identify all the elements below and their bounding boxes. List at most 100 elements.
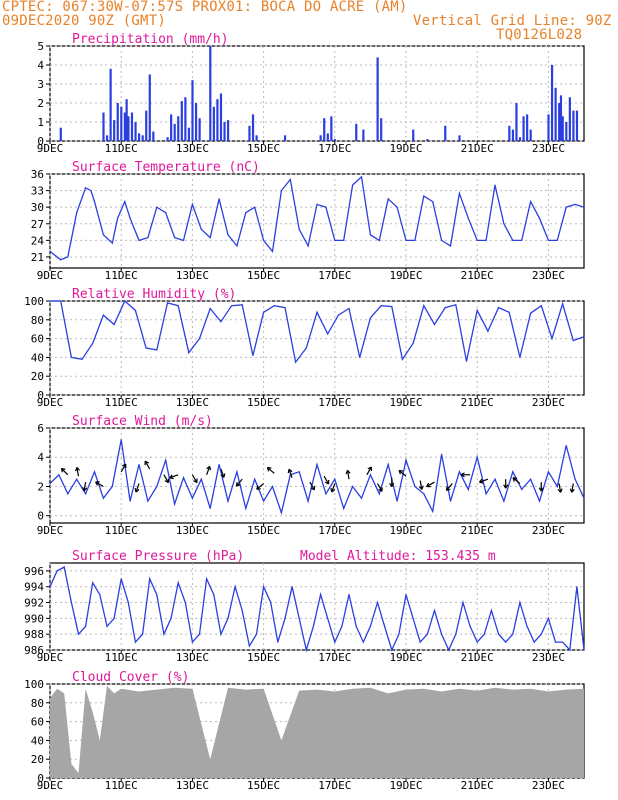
data-point	[92, 342, 94, 344]
data-point	[81, 358, 83, 360]
panel-title: Relative Humidity (%)	[72, 287, 236, 302]
data-point	[76, 478, 78, 480]
wind-arrow-head	[60, 467, 66, 473]
data-point	[141, 633, 144, 635]
y-tick-label: 0	[37, 772, 44, 785]
precip-bar	[219, 93, 223, 141]
data-point	[458, 192, 460, 194]
data-point	[455, 633, 457, 635]
precip-bar	[362, 129, 365, 141]
data-point	[129, 500, 131, 502]
data-point	[102, 234, 104, 236]
data-point	[325, 493, 327, 495]
data-point	[352, 485, 354, 488]
data-point	[230, 305, 233, 307]
data-point	[485, 493, 487, 495]
data-point	[426, 633, 428, 635]
data-point	[60, 259, 62, 261]
wind-arrow-head	[324, 480, 330, 485]
data-point	[182, 239, 185, 241]
data-point	[369, 474, 371, 476]
data-point	[124, 300, 126, 302]
precip-bar	[113, 120, 116, 141]
data-point	[49, 482, 51, 485]
wind-arrow-head	[503, 484, 509, 489]
wind-arrow-head	[378, 487, 383, 492]
data-point	[263, 311, 265, 313]
y-tick-label: 986	[24, 644, 44, 657]
data-point	[572, 339, 574, 342]
wind-arrow	[76, 467, 80, 477]
data-point	[236, 245, 238, 247]
y-tick-label: 40	[31, 351, 44, 364]
wind-arrow-head	[310, 485, 316, 491]
x-tick-label: 21DEC	[461, 396, 494, 409]
data-point	[494, 184, 496, 186]
data-point	[423, 493, 425, 495]
data-point	[227, 500, 229, 502]
data-point	[177, 305, 179, 307]
data-point	[298, 471, 300, 473]
data-point	[348, 594, 350, 596]
precip-bar	[141, 135, 144, 141]
chart-run-date: 09DEC2020 90Z (GMT)	[2, 13, 166, 29]
x-tick-label: 15DEC	[247, 524, 280, 537]
wind-arrow	[398, 469, 407, 477]
data-point	[369, 234, 371, 236]
y-tick-label: 996	[24, 565, 44, 578]
data-point	[254, 478, 256, 480]
data-point	[316, 311, 318, 313]
data-point	[441, 633, 443, 635]
precip-bar	[209, 46, 212, 141]
data-point	[111, 242, 113, 244]
data-point	[170, 617, 172, 619]
x-tick-label: 21DEC	[461, 142, 494, 155]
precip-bar	[559, 95, 563, 141]
data-point	[166, 302, 169, 304]
panel-title: Surface Temperature (nC)	[72, 160, 260, 175]
data-point	[49, 586, 51, 588]
y-tick-label: 0	[37, 135, 44, 148]
precip-bar	[376, 57, 379, 141]
data-point	[113, 323, 115, 326]
precip-bar	[333, 139, 336, 141]
data-point	[462, 601, 464, 604]
precip-bar	[166, 137, 169, 141]
data-point	[412, 342, 414, 344]
data-point	[334, 478, 336, 480]
wind-arrow	[323, 475, 330, 485]
data-point	[327, 617, 329, 619]
precip-bar	[515, 103, 518, 141]
x-tick-label: 19DEC	[389, 779, 422, 792]
data-point	[494, 478, 496, 480]
precip-bar	[444, 125, 447, 141]
data-point	[467, 217, 469, 219]
wind-arrow	[571, 483, 574, 493]
data-point	[184, 601, 186, 604]
data-point	[378, 239, 380, 241]
wind-arrow-head	[82, 486, 88, 492]
data-point	[295, 361, 297, 363]
data-point	[583, 206, 585, 208]
data-point	[530, 312, 532, 314]
data-point	[405, 239, 407, 241]
data-point	[327, 333, 329, 335]
precip-bar	[180, 101, 183, 141]
wind-arrow-head	[345, 469, 351, 475]
data-point	[156, 594, 158, 596]
data-point	[277, 641, 279, 643]
data-point	[396, 500, 398, 502]
data-point	[76, 212, 78, 214]
data-point	[138, 463, 140, 466]
precip-bar	[223, 122, 226, 141]
data-point	[49, 300, 51, 302]
wind-arrow	[256, 483, 264, 490]
data-point	[455, 304, 457, 306]
data-point	[280, 512, 282, 514]
y-tick-label: 20	[31, 370, 44, 383]
data-point	[490, 609, 493, 612]
precip-bar	[173, 123, 176, 141]
wind-arrow	[235, 478, 243, 487]
data-point	[503, 500, 505, 502]
